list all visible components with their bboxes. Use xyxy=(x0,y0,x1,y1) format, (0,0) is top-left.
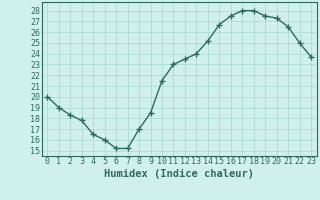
X-axis label: Humidex (Indice chaleur): Humidex (Indice chaleur) xyxy=(104,169,254,179)
